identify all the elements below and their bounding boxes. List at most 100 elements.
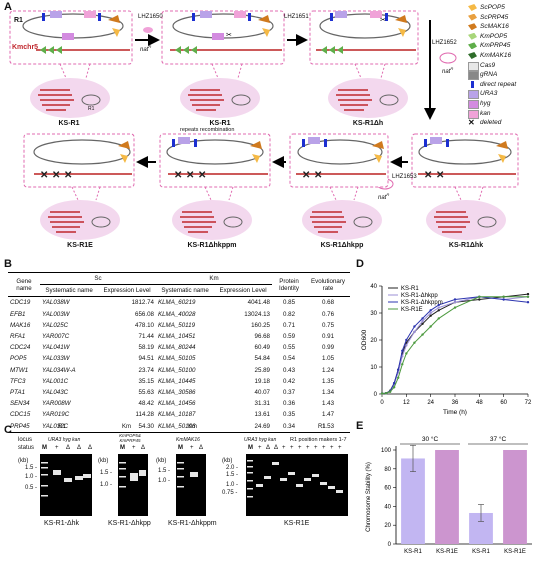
deleted-icon: ✕ [468, 118, 475, 128]
svg-text:✕: ✕ [174, 170, 182, 181]
grna-icon [468, 71, 479, 81]
gel-status-mark: Δ [274, 445, 279, 451]
gel-status-mark: + [330, 445, 334, 451]
panel-a-schematic: ✂ ✂ [9, 10, 519, 240]
table-cell: KLMA_30586 [157, 388, 196, 396]
table-row: PRP45 YAL032C 54.30 KLMA_50106 24.69 0.34 1.53 [8, 420, 350, 433]
kmchr5-label: Kmchr5 [12, 44, 39, 51]
data-point [401, 349, 404, 352]
y-tick-label: 20 [384, 523, 391, 529]
table-cell: 1.34 [321, 388, 335, 396]
gel2-group: Km [122, 424, 131, 430]
gel-status-mark: + [282, 445, 286, 451]
y-tick-label: 40 [370, 284, 377, 290]
data-point [502, 298, 505, 301]
y-tick-label: 30 [370, 311, 377, 317]
gene-table: Gene name Sc Km Protein Identity Evoluti… [8, 272, 350, 433]
legend-label: KS-R1-Δhkpp [401, 293, 438, 299]
nat-label-2: natR [442, 66, 454, 75]
data-point [421, 322, 424, 325]
data-point [478, 295, 481, 298]
legend-item: URA3 [468, 90, 498, 100]
gel1-locus: URA3 hyg kan [48, 437, 81, 443]
gel-status-mark: Δ [141, 445, 146, 451]
gel3-group: Km [188, 424, 197, 430]
table-cell: 31.31 [254, 400, 270, 408]
table-cell: YAL041W [42, 344, 70, 352]
table-cell: CDC19 [10, 299, 31, 307]
table-cell: 656.08 [135, 310, 154, 318]
direct-repeat-icon [471, 80, 474, 88]
data-point [384, 391, 388, 395]
table-cell: EFB1 [10, 310, 26, 318]
data-point [437, 306, 440, 309]
legend-item: ScPRP45 [468, 13, 508, 21]
table-row: MAK16 YAL025C 478.10 KLMA_50119 160.25 0.71 0.… [8, 320, 350, 331]
svg-text:✕: ✕ [436, 170, 444, 181]
legend-label: KS-R1-Δhkppm [401, 300, 443, 306]
table-cell: 0.43 [282, 366, 296, 374]
legend-item: Cas9 [468, 61, 495, 71]
table-cell: 0.34 [282, 422, 296, 430]
data-point [405, 344, 408, 347]
table-row: SEN34 YAR008W 48.42 KLMA_10456 31.31 0.36 1.43 [8, 398, 350, 409]
y-tick-label: 100 [381, 448, 392, 454]
data-point [401, 363, 404, 366]
gel-status-mark: M [120, 445, 125, 451]
table-cell: 25.89 [254, 366, 270, 374]
table-cell: 0.35 [282, 411, 296, 419]
table-cell: 1.43 [321, 400, 335, 408]
ura3-icon [468, 90, 479, 100]
gel4-ladder: 1.0 - [226, 482, 239, 488]
data-point [421, 319, 424, 323]
legend-label: direct repeat [480, 80, 517, 88]
bar [469, 512, 493, 544]
x-tick-label: 60 [500, 400, 507, 406]
chromosome-ring [319, 13, 411, 39]
table-cell: 13.61 [254, 411, 270, 419]
gel4-group: R1 [318, 424, 326, 430]
legend-label: URA3 [480, 90, 498, 98]
x-tick-label: KS-R1 [404, 549, 422, 555]
y-tick-label: 80 [384, 467, 391, 473]
locus-label: locus [18, 437, 33, 443]
gel1-ladder: 1.5 - [25, 465, 38, 471]
legend-item: KmPOP5 [468, 32, 507, 40]
gel-status-mark: + [306, 445, 310, 451]
x-tick-label: 72 [525, 400, 532, 406]
table-cell: 1.24 [321, 366, 335, 374]
gel-status-mark: Δ [66, 445, 71, 451]
arrow-label-4: LHZ1653 [392, 174, 417, 180]
legend-label: kan [480, 109, 491, 117]
col-expr-sc: Expression Level [103, 287, 151, 295]
legend-label: KmPRP45 [480, 42, 511, 50]
data-point [429, 311, 432, 315]
table-cell: 1.47 [321, 411, 335, 419]
gel-status-mark: Δ [77, 445, 82, 451]
gel3-kb: (kb) [156, 458, 167, 464]
table-cell: 0.85 [282, 299, 296, 307]
gels [40, 454, 348, 516]
gel3-ladder: 1.0 - [158, 478, 171, 484]
table-cell: 0.36 [282, 400, 296, 408]
table-cell: 23.74 [138, 366, 154, 374]
gel-status-mark: + [258, 445, 262, 451]
y-axis-label: OD600 [361, 329, 368, 350]
gel-status-mark: + [290, 445, 294, 451]
table-cell: CDC24 [10, 344, 31, 352]
scpop5-icon [468, 4, 477, 11]
legend-item: ScMAK16 [468, 23, 509, 31]
legend-item: KmMAK16 [468, 52, 511, 59]
kmprp45-icon [468, 42, 477, 50]
data-point [437, 309, 440, 312]
table-cell: SEN34 [10, 400, 30, 408]
data-point [405, 352, 408, 355]
legend-item: hyg [468, 100, 490, 109]
table-cell: PTA1 [10, 388, 26, 396]
gel4-ladder: 0.75 - [222, 490, 238, 496]
table-row: CDC24 YAL041W 58.19 KLMA_80244 60.49 0.55 0.99 [8, 342, 350, 353]
col-sys-sc: Systematic name [45, 287, 93, 295]
table-cell: KLMA_80244 [157, 344, 196, 352]
group-label: 37 °C [490, 435, 507, 443]
table-cell: KLMA_50100 [157, 366, 196, 374]
